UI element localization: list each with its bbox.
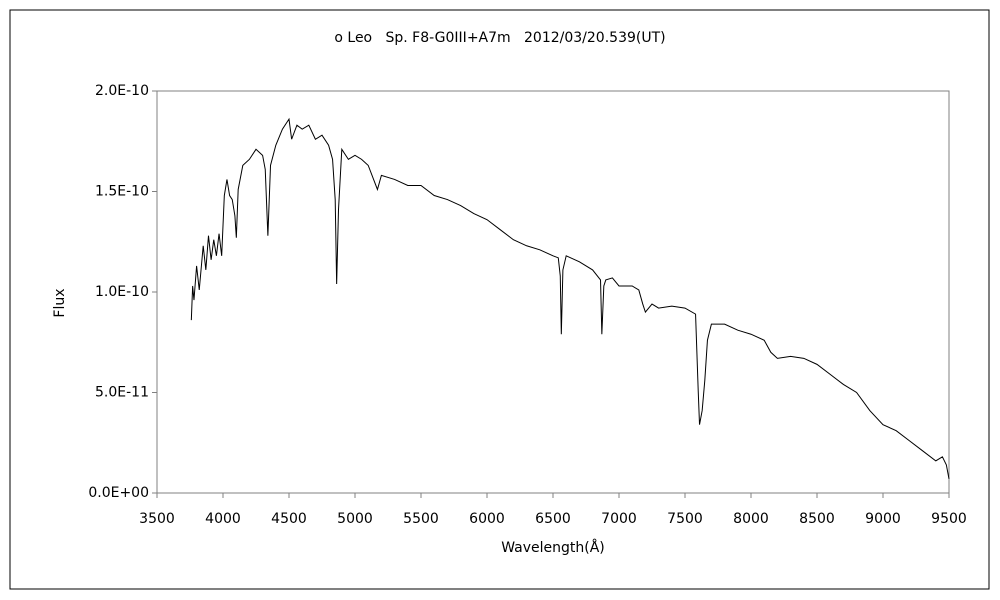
x-tick-label: 4000 <box>205 511 241 527</box>
y-tick-label: 2.0E-10 <box>95 83 149 99</box>
x-tick-label: 3500 <box>139 511 175 527</box>
x-tick-label: 8500 <box>799 511 835 527</box>
x-tick-label: 6500 <box>535 511 571 527</box>
x-tick-label: 5500 <box>403 511 439 527</box>
x-tick-label: 7000 <box>601 511 637 527</box>
x-tick-label: 8000 <box>733 511 769 527</box>
chart-title: ο Leo Sp. F8-G0III+A7m 2012/03/20.539(UT… <box>334 30 665 46</box>
x-tick-label: 9500 <box>931 511 967 527</box>
y-axis-label: Flux <box>52 288 68 317</box>
x-axis-label: Wavelength(Å) <box>501 539 605 556</box>
y-tick-label: 0.0E+00 <box>88 485 149 501</box>
x-tick-label: 7500 <box>667 511 703 527</box>
x-tick-label: 9000 <box>865 511 901 527</box>
x-tick-label: 6000 <box>469 511 505 527</box>
spectrum-line <box>190 117 950 480</box>
y-tick-label: 1.0E-10 <box>95 284 149 300</box>
y-tick-label: 1.5E-10 <box>95 184 149 200</box>
y-tick-label: 5.0E-11 <box>95 385 149 401</box>
x-tick-label: 4500 <box>271 511 307 527</box>
x-tick-label: 5000 <box>337 511 373 527</box>
